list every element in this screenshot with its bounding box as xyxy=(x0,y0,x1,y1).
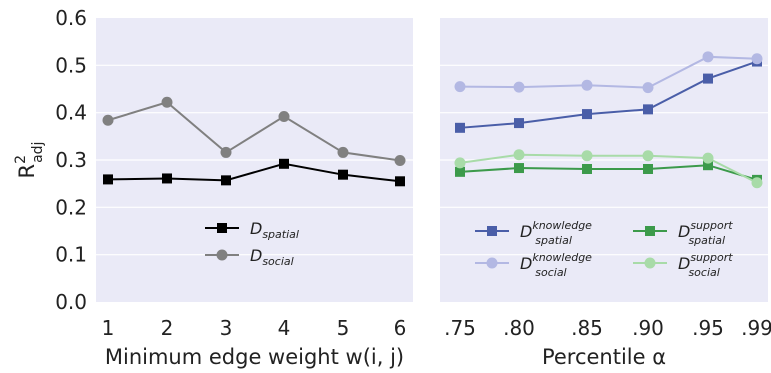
series-social xyxy=(102,96,406,166)
x-axis-label: Percentile α xyxy=(542,345,666,369)
legend-entry: Dsocial xyxy=(205,246,294,268)
x-tick-label: .99 xyxy=(741,316,771,340)
x-tick-label: 5 xyxy=(337,316,350,340)
data-point xyxy=(513,149,525,161)
x-tick-label: .95 xyxy=(692,316,724,340)
series-spatial xyxy=(103,158,405,187)
legend-marker xyxy=(486,257,498,269)
data-point xyxy=(102,114,114,126)
x-axis-label: Minimum edge weight w(i, j) xyxy=(105,345,404,369)
x-tick-label: 1 xyxy=(102,316,115,340)
series-line xyxy=(107,162,401,183)
legend-label: Dsupport social xyxy=(678,251,733,279)
data-point xyxy=(751,53,763,65)
x-tick-label: 2 xyxy=(161,316,174,340)
y-tick-label: 0.0 xyxy=(55,290,87,314)
data-point xyxy=(395,176,405,187)
data-point xyxy=(220,146,232,158)
data-point xyxy=(454,81,466,93)
legend-marker xyxy=(216,249,228,261)
x-tick-label: 4 xyxy=(278,316,291,340)
x-tick-label: .80 xyxy=(503,316,535,340)
x-tick-label: 3 xyxy=(220,316,233,340)
data-point xyxy=(513,81,525,93)
legend-label: Dsocial xyxy=(250,246,294,268)
data-point xyxy=(703,73,713,84)
data-point xyxy=(751,177,763,189)
x-tick-label: .75 xyxy=(444,316,476,340)
legend-entry: Dsupport spatial xyxy=(633,219,733,247)
data-point xyxy=(702,51,714,63)
data-point xyxy=(221,175,231,186)
series-social-support xyxy=(454,149,763,189)
data-point xyxy=(702,152,714,164)
data-point xyxy=(454,157,466,169)
y-tick-label: 0.6 xyxy=(55,6,87,30)
data-point xyxy=(455,166,465,177)
legend-marker xyxy=(645,226,655,236)
legend-entry: Dknowledge spatial xyxy=(475,219,592,247)
data-point xyxy=(279,158,289,169)
y-tick-label: 0.1 xyxy=(55,243,87,267)
legend-label: Dspatial xyxy=(250,219,299,241)
data-point xyxy=(455,122,465,133)
y-tick-label: 0.4 xyxy=(55,101,87,125)
data-point xyxy=(643,163,653,174)
series-line xyxy=(459,60,758,129)
legend-entry: Dknowledge social xyxy=(475,251,592,279)
data-point xyxy=(582,109,592,120)
series-line xyxy=(459,55,758,89)
y-tick-label: 0.5 xyxy=(55,53,87,77)
data-point xyxy=(278,110,290,122)
series-line xyxy=(459,164,758,181)
data-point xyxy=(514,163,524,174)
data-point xyxy=(643,104,653,115)
chart-panel-2: .75 .80 .85 .90 .95 .99 Percentile α Dknowledge… xyxy=(440,18,771,369)
legend-entry: Dsupport social xyxy=(633,251,733,279)
data-point xyxy=(642,150,654,162)
legend-marker xyxy=(644,257,656,269)
data-point xyxy=(338,169,348,180)
x-tick-label: 6 xyxy=(394,316,407,340)
data-point xyxy=(394,154,406,166)
series-line xyxy=(459,153,758,184)
series-social-knowledge xyxy=(454,51,763,94)
data-point xyxy=(337,146,349,158)
data-point xyxy=(514,118,524,129)
legend-label: Dsupport spatial xyxy=(678,219,733,247)
chart-panel-1: 0.0 0.1 0.2 0.3 0.4 0.5 0.6 1 2 3 4 5 6 Minimum edge … xyxy=(13,6,413,369)
data-point xyxy=(581,79,593,91)
legend-label: Dknowledge social xyxy=(520,251,592,279)
legend-marker xyxy=(487,226,497,236)
data-point xyxy=(581,150,593,162)
series-line xyxy=(107,101,401,162)
legend-label: Dknowledge spatial xyxy=(520,219,592,247)
y-tick-label: 0.3 xyxy=(55,148,87,172)
legend-entry: Dspatial xyxy=(205,219,299,241)
y-axis-label: R2adj xyxy=(13,142,46,179)
data-point xyxy=(162,173,172,184)
data-point xyxy=(103,174,113,185)
legend-marker xyxy=(217,223,227,233)
data-point xyxy=(161,96,173,108)
y-tick-label: 0.2 xyxy=(55,195,87,219)
data-point xyxy=(642,82,654,94)
data-point xyxy=(582,163,592,174)
x-tick-label: .90 xyxy=(632,316,664,340)
x-tick-label: .85 xyxy=(571,316,603,340)
data-point xyxy=(703,160,713,171)
